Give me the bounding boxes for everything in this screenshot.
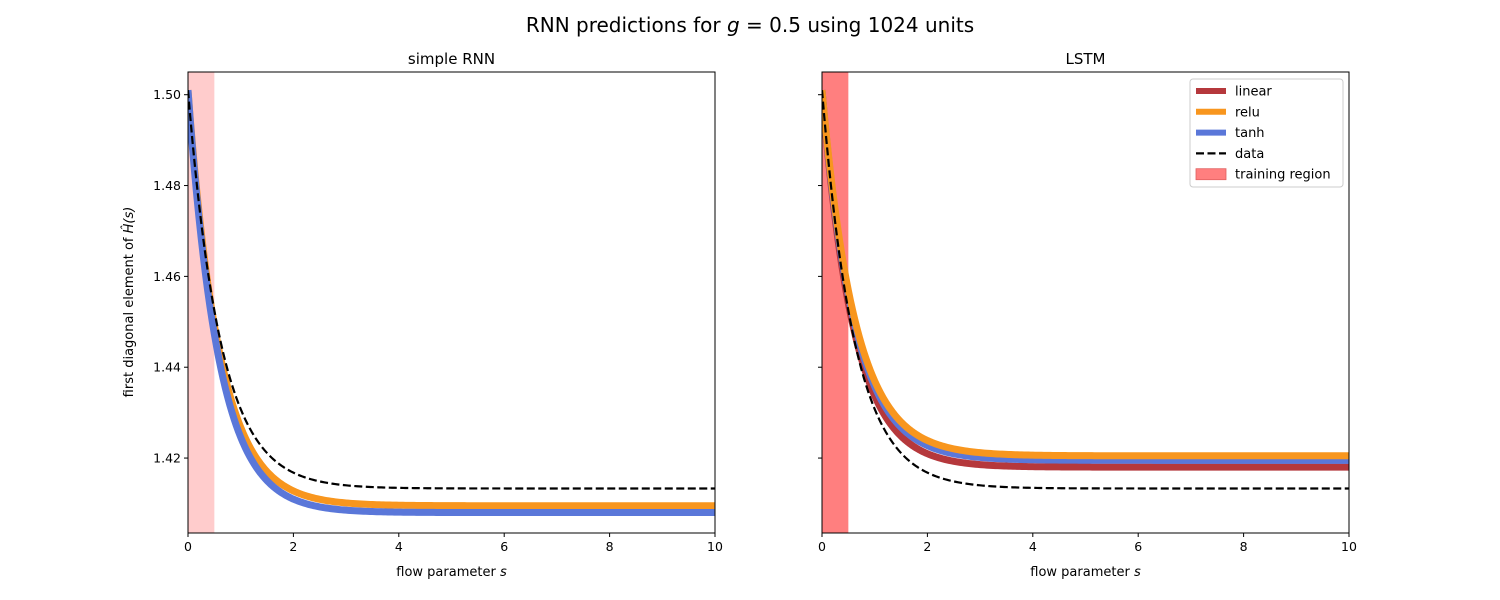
panel-title: simple RNN: [408, 50, 495, 68]
y-tick-label: 1.48: [153, 178, 181, 193]
legend-item-relu: relu: [1196, 105, 1260, 120]
legend-swatch: [1195, 168, 1227, 181]
x-tick-label: 6: [1134, 539, 1142, 554]
legend-item-training-region: training region: [1195, 168, 1331, 183]
legend-item-data: data: [1196, 147, 1264, 162]
x-tick-label: 8: [606, 539, 614, 554]
x-tick-label: 4: [1029, 539, 1037, 554]
axes-frame: [187, 71, 716, 534]
panel-title: LSTM: [1066, 50, 1106, 68]
legend: linear relu tanh data training region: [1189, 78, 1344, 188]
legend-item-tanh: tanh: [1196, 126, 1265, 141]
x-tick-label: 10: [707, 539, 723, 554]
legend-label: linear: [1235, 85, 1272, 100]
x-tick-label: 0: [184, 539, 192, 554]
y-axis-label: first diagonal element of Ĥ(s): [121, 207, 137, 398]
panel-lstm: LSTM 0 2 4 6 8 10 flow parameter s linear relu…: [818, 50, 1357, 580]
x-tick-label: 10: [1341, 539, 1357, 554]
legend-frame: [1189, 78, 1344, 188]
y-tick-label: 1.50: [153, 87, 181, 102]
x-tick-label: 0: [818, 539, 826, 554]
series-lines: [822, 89, 1349, 490]
x-tick-label: 2: [289, 539, 297, 554]
series-line-relu: [188, 89, 715, 510]
legend-entries: linear relu tanh data training region: [1195, 85, 1331, 183]
series-line-relu: [822, 89, 1349, 460]
axes: 0 2 4 6 8 10: [818, 71, 1357, 554]
x-tick-label: 2: [923, 539, 931, 554]
x-axis-label: flow parameter s: [1030, 565, 1141, 580]
plot-area: [822, 72, 1349, 533]
legend-label: tanh: [1235, 126, 1265, 141]
legend-label: data: [1235, 147, 1264, 162]
series-line-linear: [822, 89, 1349, 471]
series-line-tanh: [822, 89, 1349, 464]
x-tick-label: 6: [500, 539, 508, 554]
x-axis-label: flow parameter s: [396, 565, 507, 580]
figure-title: RNN predictions for g = 0.5 using 1024 u…: [526, 13, 974, 37]
series-lines: [188, 89, 715, 517]
legend-label: training region: [1235, 168, 1331, 183]
plot-area: [188, 72, 715, 533]
x-tick-label: 8: [1240, 539, 1248, 554]
y-tick-label: 1.42: [153, 451, 181, 466]
series-line-tanh: [188, 89, 715, 517]
y-tick-label: 1.44: [153, 360, 181, 375]
x-tick-label: 4: [395, 539, 403, 554]
legend-item-linear: linear: [1196, 85, 1272, 100]
series-line-data: [822, 90, 1349, 490]
legend-label: relu: [1235, 105, 1260, 120]
axes-frame: [821, 71, 1350, 534]
panel-simple-rnn: simple RNN 0 2 4 6 8 10 1.42 1.44 1.46 1.48 1.50 f…: [121, 50, 723, 580]
y-tick-label: 1.46: [153, 269, 181, 284]
axes: 0 2 4 6 8 10 1.42 1.44 1.46 1.48 1.50: [153, 71, 723, 554]
series-line-data: [188, 90, 715, 490]
